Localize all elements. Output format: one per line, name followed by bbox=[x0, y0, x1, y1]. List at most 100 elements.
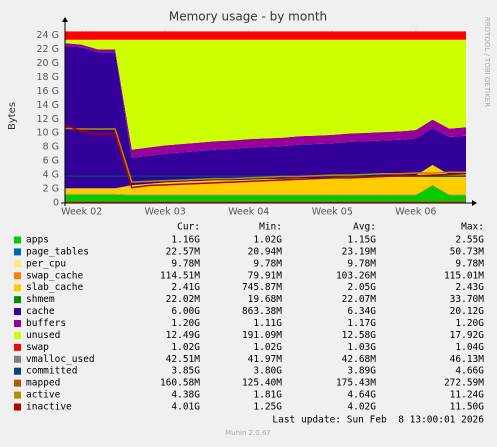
x-tick-label: Week 05 bbox=[312, 207, 353, 218]
legend-swatch bbox=[14, 379, 21, 387]
legend-value: 160.58M bbox=[160, 378, 200, 389]
legend-swatch bbox=[14, 284, 21, 292]
y-tick-label: 10 G bbox=[37, 128, 59, 139]
x-tick-label: Week 03 bbox=[145, 207, 186, 218]
legend-value: 9.78M bbox=[253, 258, 282, 269]
legend-value: 3.89G bbox=[347, 366, 376, 377]
legend-label: inactive bbox=[26, 402, 72, 413]
legend-swatch bbox=[14, 236, 21, 244]
legend-value: 23.19M bbox=[342, 246, 377, 257]
legend-label: swap bbox=[26, 342, 49, 353]
y-axis-label: Bytes bbox=[7, 102, 18, 130]
area bbox=[65, 39, 466, 150]
legend-swatch bbox=[14, 367, 21, 375]
legend-value: 50.73M bbox=[450, 246, 485, 257]
legend-swatch bbox=[14, 296, 21, 304]
legend-value: 745.87M bbox=[242, 282, 282, 293]
legend-value: 4.02G bbox=[347, 402, 376, 413]
chart-title: Memory usage - by month bbox=[169, 10, 327, 24]
legend-label: cache bbox=[26, 306, 55, 317]
legend-value: 1.02G bbox=[253, 235, 282, 246]
area bbox=[65, 165, 466, 195]
legend-value: 42.51M bbox=[166, 354, 201, 365]
legend-value: 272.59M bbox=[444, 378, 484, 389]
legend-value: 4.66G bbox=[455, 366, 484, 377]
legend-value: 191.09M bbox=[242, 330, 282, 341]
legend-value: 1.81G bbox=[253, 390, 282, 401]
legend-value: 6.00G bbox=[171, 306, 200, 317]
legend-value: 1.20G bbox=[455, 318, 484, 329]
line bbox=[64, 124, 467, 189]
legend-label: buffers bbox=[26, 318, 66, 329]
y-tick-label: 12 G bbox=[37, 114, 59, 125]
area bbox=[65, 184, 466, 196]
legend-value: 1.02G bbox=[253, 342, 282, 353]
legend-value: 1.15G bbox=[347, 235, 376, 246]
legend-value: 20.94M bbox=[248, 246, 283, 257]
legend-swatch bbox=[14, 355, 21, 363]
y-tick-label: 22 G bbox=[37, 44, 59, 55]
y-tick-label: 20 G bbox=[37, 58, 59, 69]
legend-swatch bbox=[14, 308, 21, 316]
legend-header: Avg: bbox=[353, 222, 376, 233]
legend-label: mapped bbox=[26, 378, 60, 389]
axis-arrow bbox=[472, 200, 477, 206]
legend-swatch bbox=[14, 248, 21, 256]
line bbox=[64, 127, 466, 183]
legend-label: slab_cache bbox=[26, 282, 83, 293]
legend-value: 3.85G bbox=[171, 366, 200, 377]
legend-label: vmalloc_used bbox=[26, 354, 95, 365]
legend-value: 4.01G bbox=[171, 402, 200, 413]
area bbox=[65, 185, 466, 203]
legend-value: 6.34G bbox=[347, 306, 376, 317]
y-tick-label: 0 bbox=[53, 198, 59, 209]
legend-swatch bbox=[14, 403, 21, 411]
legend-value: 42.68M bbox=[342, 354, 377, 365]
legend-value: 9.78M bbox=[347, 258, 376, 269]
y-tick-label: 4 G bbox=[43, 170, 59, 181]
legend-value: 115.01M bbox=[444, 270, 484, 281]
legend-value: 103.26M bbox=[336, 270, 376, 281]
legend-value: 79.91M bbox=[248, 270, 283, 281]
legend-value: 2.43G bbox=[455, 282, 484, 293]
version: Munin 2.0.67 bbox=[225, 429, 271, 437]
legend-label: page_tables bbox=[26, 246, 89, 257]
legend-value: 11.50G bbox=[450, 402, 485, 413]
legend-label: shmem bbox=[26, 294, 55, 305]
y-tick-label: 14 G bbox=[37, 100, 59, 111]
legend-value: 1.20G bbox=[171, 318, 200, 329]
legend-value: 12.58G bbox=[342, 330, 377, 341]
legend-value: 4.64G bbox=[347, 390, 376, 401]
y-tick-label: 24 G bbox=[37, 30, 59, 41]
legend-label: apps bbox=[26, 235, 49, 246]
legend-value: 1.17G bbox=[347, 318, 376, 329]
legend-value: 1.11G bbox=[253, 318, 282, 329]
legend-value: 3.80G bbox=[253, 366, 282, 377]
legend-label: active bbox=[26, 390, 61, 401]
y-tick-label: 6 G bbox=[43, 156, 59, 167]
legend-value: 11.24G bbox=[450, 390, 485, 401]
legend-value: 2.05G bbox=[347, 282, 376, 293]
legend-value: 12.49G bbox=[166, 330, 201, 341]
legend-value: 4.38G bbox=[171, 390, 200, 401]
legend-label: committed bbox=[26, 366, 77, 377]
x-tick-label: Week 04 bbox=[228, 207, 269, 218]
legend-swatch bbox=[14, 260, 21, 268]
legend-value: 9.78M bbox=[455, 258, 484, 269]
x-tick-label: Week 02 bbox=[61, 207, 102, 218]
legend-label: per_cpu bbox=[26, 258, 66, 269]
legend-value: 1.04G bbox=[455, 342, 484, 353]
legend-value: 17.92G bbox=[450, 330, 485, 341]
area bbox=[65, 45, 466, 189]
legend-header: Max: bbox=[461, 222, 484, 233]
y-tick-label: 2 G bbox=[43, 184, 59, 195]
legend-value: 1.02G bbox=[171, 342, 200, 353]
legend-swatch bbox=[14, 272, 21, 280]
x-tick-label: Week 06 bbox=[395, 207, 436, 218]
legend-value: 9.78M bbox=[171, 258, 200, 269]
legend-swatch bbox=[14, 331, 21, 339]
legend-value: 125.40M bbox=[242, 378, 282, 389]
y-tick-label: 18 G bbox=[37, 72, 59, 83]
legend-value: 1.25G bbox=[253, 402, 282, 413]
legend-value: 22.57M bbox=[166, 246, 201, 257]
